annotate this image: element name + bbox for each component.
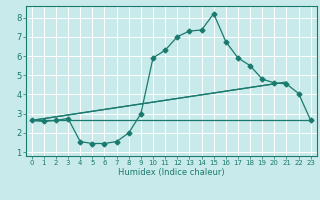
X-axis label: Humidex (Indice chaleur): Humidex (Indice chaleur) bbox=[118, 168, 225, 177]
